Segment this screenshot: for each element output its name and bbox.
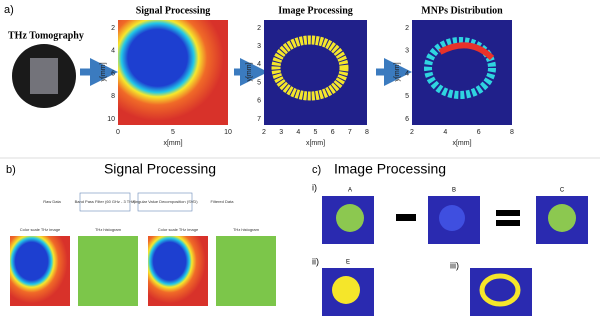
panel-title: Image Processing <box>334 161 446 177</box>
x-tick-label: 5 <box>314 129 318 136</box>
x-axis-label: x[mm] <box>452 140 471 147</box>
x-tick-label: 4 <box>296 129 300 136</box>
sample-grid <box>30 58 58 94</box>
y-axis-label: y[mm] <box>394 62 401 81</box>
heatmap <box>118 20 228 125</box>
panel-label: a) <box>4 4 14 16</box>
y-tick-label: 6 <box>257 98 261 105</box>
x-tick-label: 0 <box>116 129 120 136</box>
image-label: B <box>452 188 456 194</box>
plot-title: Image Processing <box>278 5 353 16</box>
y-tick-label: 2 <box>257 25 261 32</box>
x-tick-label: 8 <box>510 129 514 136</box>
flow-step: Raw Data <box>43 199 61 204</box>
plot-title: MNPs Distribution <box>421 5 503 16</box>
mnp-map <box>412 20 512 125</box>
subplot-title: Color scale THz image <box>158 227 199 232</box>
x-tick-label: 6 <box>331 129 335 136</box>
subplot-title: THz histogram <box>95 227 122 232</box>
y-tick-label: 5 <box>405 93 409 100</box>
x-tick-label: 3 <box>279 129 283 136</box>
figure: a) THz Tomography b) Signal Processing R… <box>0 0 600 329</box>
panel-label: c) <box>312 164 321 176</box>
y-tick-label: 6 <box>405 116 409 123</box>
row-label: i) <box>312 182 317 192</box>
y-tick-label: 7 <box>257 116 261 123</box>
x-axis-label: x[mm] <box>163 140 182 147</box>
x-tick-label: 8 <box>365 129 369 136</box>
flow-step: Filtered Data <box>211 199 235 204</box>
image-label: C <box>560 188 565 194</box>
y-axis-label: y[mm] <box>100 62 107 81</box>
y-tick-label: 4 <box>405 70 409 77</box>
row-label: ii) <box>312 256 319 266</box>
y-tick-label: 6 <box>111 70 115 77</box>
x-tick-label: 2 <box>262 129 266 136</box>
y-tick-label: 10 <box>107 116 115 123</box>
subplots <box>10 236 276 306</box>
x-tick-label: 7 <box>348 129 352 136</box>
x-tick-label: 5 <box>171 129 175 136</box>
image-label: E <box>346 260 350 266</box>
y-tick-label: 4 <box>111 48 115 55</box>
row-label: iii) <box>450 260 459 270</box>
y-axis-label: y[mm] <box>246 62 253 81</box>
x-axis-label: x[mm] <box>306 140 325 147</box>
tomography-label: THz Tomography <box>8 30 84 41</box>
thumbnails <box>322 196 588 316</box>
y-tick-label: 8 <box>111 93 115 100</box>
y-tick-label: 2 <box>111 25 115 32</box>
panel-label: b) <box>6 164 16 176</box>
x-tick-label: 10 <box>224 129 232 136</box>
subplot-title: THz histogram <box>233 227 260 232</box>
flow-step: Singular Value Decomposition (SVD) <box>132 199 198 204</box>
subplot-title: Color scale THz image <box>20 227 61 232</box>
flow-step: Band Pass Filter (60 GHz - 3 THz) <box>75 199 137 204</box>
y-tick-label: 4 <box>257 61 261 68</box>
x-tick-label: 2 <box>410 129 414 136</box>
y-tick-label: 3 <box>257 43 261 50</box>
panel-title: Signal Processing <box>104 161 216 177</box>
y-tick-label: 2 <box>405 25 409 32</box>
x-tick-label: 4 <box>443 129 447 136</box>
plot-title: Signal Processing <box>136 5 211 16</box>
y-tick-label: 3 <box>405 48 409 55</box>
image-label: A <box>348 188 352 194</box>
y-tick-label: 5 <box>257 79 261 86</box>
x-tick-label: 6 <box>477 129 481 136</box>
